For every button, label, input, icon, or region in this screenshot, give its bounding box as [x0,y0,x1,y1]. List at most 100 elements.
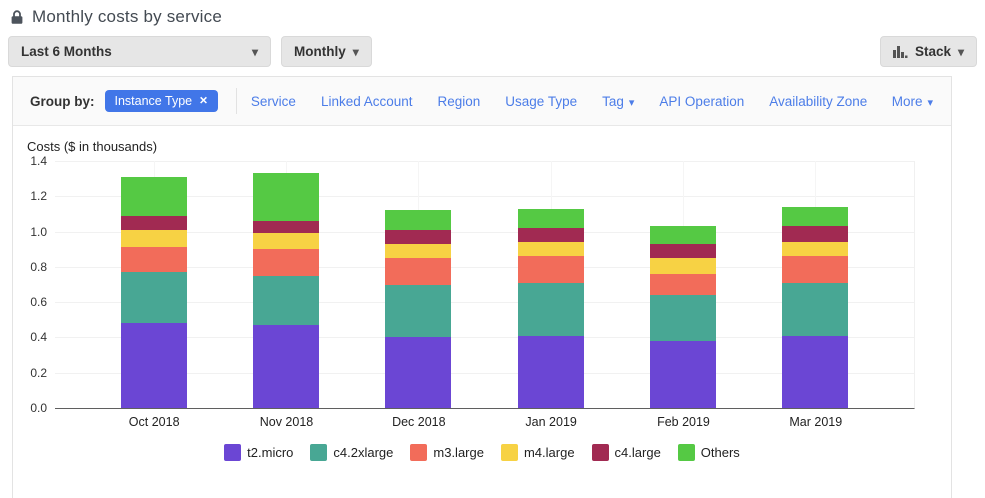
x-axis-label: Nov 2018 [259,415,314,429]
gridline-horizontal [55,196,914,198]
stacked-bar-mar-2019[interactable] [781,161,848,408]
bar-segment-t2-micro[interactable] [385,337,452,408]
bar-segment-m3-large[interactable] [649,273,716,296]
y-axis-tick-label: 1.4 [30,154,47,168]
bar-segment-c4-large[interactable] [385,229,452,244]
lock-icon [10,9,24,25]
legend-swatch [500,444,518,461]
bar-segment-t2-micro[interactable] [253,325,320,408]
group-by-selected-instance-type[interactable]: Instance Type ✕ [104,90,218,112]
y-axis-tick-label: 0.0 [30,401,47,415]
bar-segment-c4-large[interactable] [649,243,716,259]
bar-slot-mar-2019 [749,161,881,408]
gridline-horizontal [55,302,914,304]
legend-item-m3-large: m3.large [410,444,484,461]
bar-segment-m3-large[interactable] [781,256,848,283]
bar-segment-m4-large[interactable] [649,258,716,274]
legend-label: m3.large [433,445,484,460]
bar-segment-m4-large[interactable] [385,243,452,259]
divider [235,88,237,114]
group-by-option-api-operation[interactable]: API Operation [659,93,745,109]
group-by-option-service[interactable]: Service [250,93,296,109]
bar-segment-m3-large[interactable] [385,258,452,285]
bar-segment-t2-micro[interactable] [649,340,716,408]
stacked-bar-feb-2019[interactable] [649,161,716,408]
bar-segment-t2-micro[interactable] [121,323,188,408]
legend-label: t2.micro [247,445,294,460]
plot-area: 0.0 0.2 0.4 0.6 0.8 1.0 1.2 1.4 [30,154,915,415]
bar-segment-m4-large[interactable] [253,233,320,250]
granularity-label: Monthly [294,44,346,59]
group-by-options: Service Linked Account Region Usage Type Tag… [251,94,867,109]
bars-layer [55,161,914,408]
close-icon[interactable]: ✕ [199,94,208,107]
group-by-option-availability-zone[interactable]: Availability Zone [769,93,868,109]
bar-segment-c4-2xlarge[interactable] [781,282,848,336]
bar-segment-others[interactable] [649,226,716,244]
stacked-bar-jan-2019[interactable] [517,161,584,408]
bar-slot-dec-2018 [352,161,484,408]
bar-segment-c4-2xlarge[interactable] [517,282,584,336]
bar-segment-m3-large[interactable] [121,247,188,273]
granularity-dropdown[interactable]: Monthly ▾ [281,36,372,67]
chart-card: Group by: Instance Type ✕ Service Linked … [12,76,952,498]
bar-slot-nov-2018 [220,161,352,408]
gridline-horizontal [55,337,914,339]
stacked-bar-oct-2018[interactable] [121,161,188,408]
bar-segment-c4-large[interactable] [253,221,320,234]
x-axis-label: Jan 2019 [525,415,577,429]
bar-segment-c4-large[interactable] [121,215,188,230]
bar-segment-others[interactable] [517,208,584,229]
chart-area: 0.0 0.2 0.4 0.6 0.8 1.0 1.2 1.4 Oct 2018 Nov 201… [30,154,915,429]
gridline-horizontal [55,266,914,268]
y-axis-tick-label: 0.2 [30,365,47,380]
bar-segment-c4-2xlarge[interactable] [121,272,188,324]
bar-segment-others[interactable] [781,206,848,227]
chart-type-dropdown[interactable]: Stack ▾ [879,36,977,67]
group-by-option-region[interactable]: Region [437,93,481,109]
bar-segment-m4-large[interactable] [781,242,848,257]
bar-segment-c4-2xlarge[interactable] [385,284,452,338]
y-axis-title: Costs ($ in thousands) [27,139,158,154]
bar-segment-m3-large[interactable] [253,249,320,276]
bar-segment-m4-large[interactable] [517,242,584,257]
x-axis-label: Dec 2018 [392,415,446,429]
bar-slot-feb-2019 [617,161,749,408]
group-by-option-usage-type[interactable]: Usage Type [505,93,578,109]
date-range-dropdown[interactable]: Last 6 Months ▾ [8,36,271,67]
caret-down-icon: ▾ [251,44,258,59]
gridline-horizontal [55,161,914,162]
bar-segment-others[interactable] [121,176,188,216]
bar-segment-c4-2xlarge[interactable] [253,275,320,326]
bar-segment-others[interactable] [385,210,452,230]
legend-swatch [410,444,428,461]
bar-segment-c4-large[interactable] [517,228,584,243]
legend-item-c4-large: c4.large [591,444,661,461]
chart-legend: t2.micro c4.2xlarge m3.large m4.large c4.lar… [13,444,951,461]
legend-item-c4-2xlarge: c4.2xlarge [310,444,393,461]
bar-segment-c4-large[interactable] [781,226,848,243]
bar-segment-others[interactable] [253,173,320,222]
toolbar: Last 6 Months ▾ Monthly ▾ Stack ▾ [8,36,977,67]
bar-segment-m4-large[interactable] [121,229,188,248]
page-title: Monthly costs by service [32,7,222,26]
chart-type-label: Stack [914,44,951,59]
stacked-bar-nov-2018[interactable] [253,161,320,408]
group-by-more-dropdown[interactable]: More ▾ [892,94,933,109]
bar-segment-m3-large[interactable] [517,256,584,283]
stacked-bar-dec-2018[interactable] [385,161,452,408]
bar-segment-t2-micro[interactable] [517,335,584,408]
caret-down-icon: ▾ [352,44,359,59]
group-by-option-linked-account[interactable]: Linked Account [320,93,413,109]
date-range-label: Last 6 Months [21,44,112,59]
page-header: Monthly costs by service [0,0,985,27]
group-by-option-tag[interactable]: Tag ▾ [602,93,635,109]
bar-slot-oct-2018 [88,161,220,408]
gridline-horizontal [55,372,914,374]
x-axis-label: Oct 2018 [128,415,180,429]
chart-panel: Costs ($ in thousands) 0.0 0.2 0.4 0.6 0.8 1.… [13,139,951,461]
gridline-horizontal [55,231,914,233]
bar-segment-c4-2xlarge[interactable] [649,295,716,341]
bar-segment-t2-micro[interactable] [781,335,848,408]
legend-item-m4-large: m4.large [500,444,575,461]
